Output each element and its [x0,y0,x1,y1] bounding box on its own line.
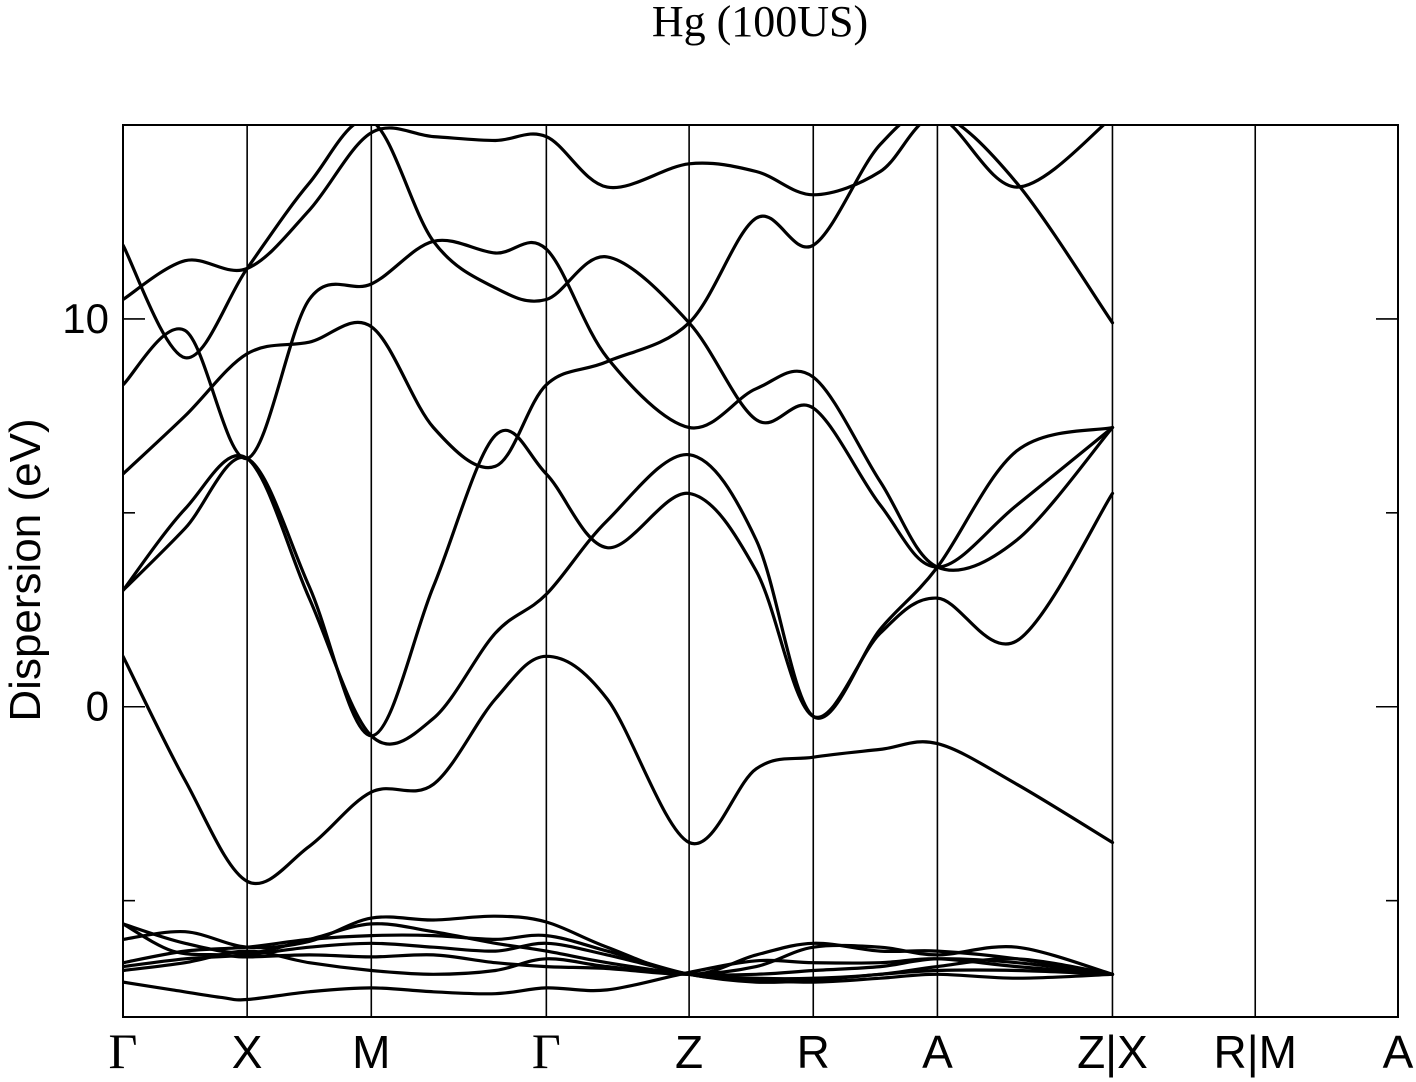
band-line [123,957,1115,1002]
k-point-label: R [797,1026,830,1078]
k-point-label: Z|X [1077,1026,1148,1078]
band-line [123,238,1115,572]
k-point-label: Γ [532,1023,561,1079]
band-line [123,933,1115,984]
band-line [123,125,1115,476]
k-point-label: X [232,1026,263,1078]
k-point-label: Z [675,1026,703,1078]
y-axis-ticks: 0 10 [62,295,1398,902]
k-point-label: A [1383,1026,1414,1078]
k-point-label: Γ [109,1023,138,1079]
band-line [123,425,1115,746]
band-lines [123,125,1115,1002]
band-line [123,922,1115,981]
y-axis-label: Dispersion (eV) [1,418,50,721]
y-tick-label: 10 [62,295,109,342]
band-line [123,654,1115,885]
y-tick-label: 0 [86,683,109,730]
k-point-labels: Γ X M Γ Z R A Z|X R|M A [109,1023,1414,1079]
band-line [123,941,1115,984]
k-point-label: R|M [1213,1026,1297,1078]
chart-title: Hg (100US) [652,0,868,46]
band-line [123,949,1115,977]
k-point-label: M [352,1026,390,1078]
band-line [123,428,1115,738]
k-point-label: A [922,1026,953,1078]
band-line [123,125,1106,302]
band-line [123,125,1115,569]
high-symmetry-lines [246,125,1257,1017]
plot-frame [122,124,1399,1018]
